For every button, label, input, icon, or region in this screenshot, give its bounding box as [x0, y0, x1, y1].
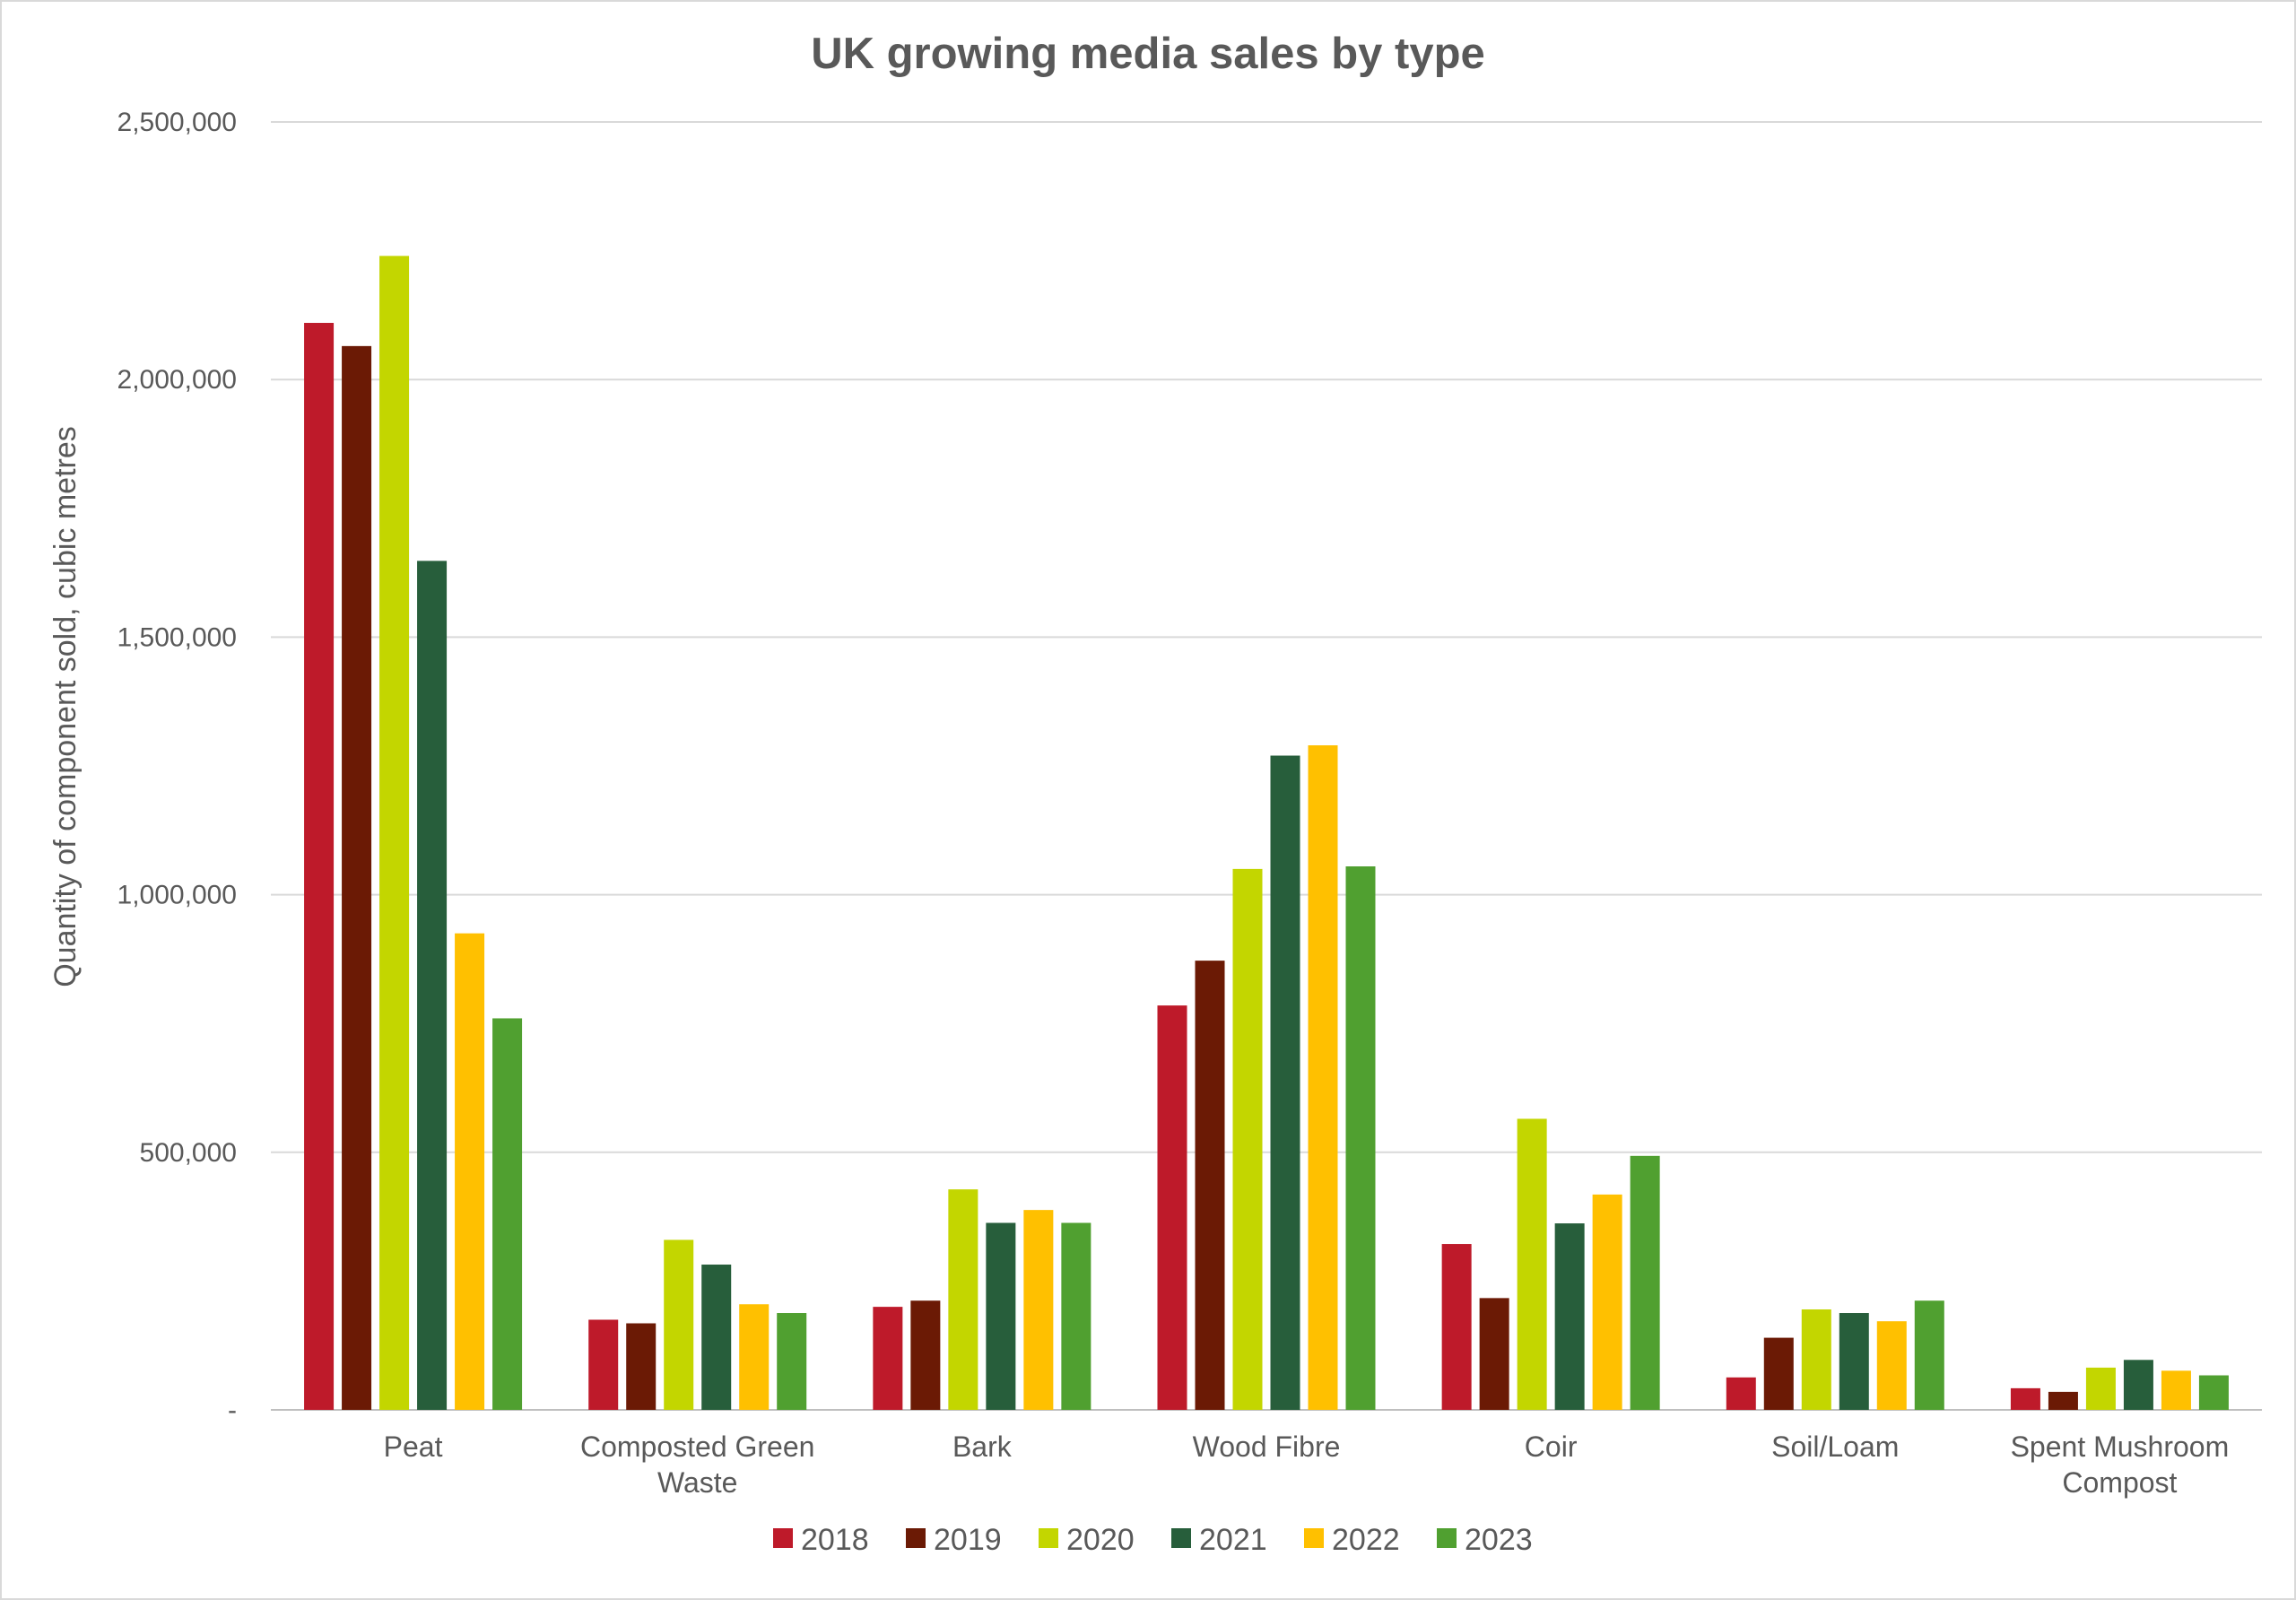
- bar-2018: [1441, 1244, 1472, 1410]
- bar-2019: [626, 1323, 657, 1410]
- category-label: Compost: [2062, 1466, 2177, 1499]
- bar-2022: [455, 933, 485, 1410]
- bar-2018: [873, 1307, 903, 1410]
- y-tick-label: 2,000,000: [117, 365, 237, 395]
- gridlines: [271, 121, 2262, 1411]
- bar-2020: [1517, 1118, 1547, 1410]
- legend-label-2020: 2020: [1066, 1523, 1135, 1557]
- category-label: Peat: [384, 1430, 443, 1463]
- bar-2023: [2198, 1375, 2229, 1410]
- category-label: Bark: [952, 1430, 1013, 1463]
- bar-2019: [910, 1300, 941, 1410]
- bar-2018: [2010, 1387, 2040, 1410]
- category-label: Coir: [1525, 1430, 1578, 1463]
- category-label: Waste: [657, 1466, 738, 1499]
- bar-2021: [1554, 1223, 1585, 1410]
- legend-label-2022: 2022: [1332, 1523, 1400, 1557]
- bar-2021: [2123, 1360, 2153, 1410]
- bar-2021: [417, 561, 448, 1410]
- legend-swatch-2020: [1039, 1528, 1058, 1548]
- y-axis-ticks: - 500,000 1,000,000 1,500,000 2,000,000 2,500…: [117, 108, 237, 1425]
- bar-2020: [2085, 1367, 2116, 1410]
- category-label: Soil/Loam: [1771, 1430, 1899, 1463]
- legend-swatch-2019: [906, 1528, 926, 1548]
- y-tick-label: -: [228, 1396, 237, 1425]
- bar-2019: [342, 345, 372, 1410]
- bar-2022: [1023, 1210, 1054, 1410]
- bar-2020: [1232, 868, 1263, 1410]
- y-axis-title: Quantity of component sold, cubic metres: [48, 426, 83, 987]
- legend-swatch-2023: [1437, 1528, 1457, 1548]
- bar-2021: [986, 1222, 1016, 1410]
- bar-2023: [1630, 1155, 1660, 1410]
- y-tick-label: 1,500,000: [117, 622, 237, 652]
- legend-label-2019: 2019: [934, 1523, 1002, 1557]
- legend-swatch-2018: [773, 1528, 793, 1548]
- bar-2021: [701, 1265, 732, 1410]
- y-tick-label: 500,000: [140, 1138, 237, 1168]
- legend-label-2021: 2021: [1199, 1523, 1267, 1557]
- legend: 2018 2019 2020 2021 2022 2023: [773, 1523, 1533, 1557]
- bar-2022: [2161, 1370, 2191, 1410]
- legend-label-2023: 2023: [1465, 1523, 1533, 1557]
- category-label: Composted Green: [580, 1430, 814, 1463]
- bar-2019: [1479, 1298, 1509, 1410]
- bar-2023: [1345, 866, 1376, 1410]
- bar-2023: [492, 1018, 523, 1410]
- bar-2023: [777, 1313, 807, 1410]
- bar-2018: [1726, 1377, 1756, 1410]
- bar-2020: [948, 1189, 978, 1410]
- legend-swatch-2021: [1171, 1528, 1191, 1548]
- bar-2019: [1763, 1337, 1794, 1410]
- bar-2023: [1914, 1300, 1944, 1410]
- y-tick-label: 1,000,000: [117, 881, 237, 910]
- bar-2021: [1270, 755, 1300, 1410]
- bar-2022: [1592, 1194, 1622, 1410]
- bar-2018: [1157, 1005, 1187, 1410]
- bar-2020: [1801, 1309, 1831, 1410]
- bar-2019: [1195, 961, 1225, 1410]
- category-label: Spent Mushroom: [2011, 1430, 2230, 1463]
- bar-2021: [1839, 1313, 1869, 1410]
- legend-swatch-2022: [1304, 1528, 1324, 1548]
- bar-2022: [1308, 745, 1338, 1410]
- y-tick-label: 2,500,000: [117, 108, 237, 137]
- bar-2020: [379, 256, 410, 1410]
- bar-2019: [2048, 1391, 2078, 1410]
- bar-2023: [1061, 1222, 1091, 1410]
- legend-label-2018: 2018: [801, 1523, 869, 1557]
- bars: [304, 256, 2229, 1410]
- bar-2022: [1876, 1321, 1907, 1410]
- bar-2018: [304, 323, 335, 1410]
- bar-2020: [664, 1239, 694, 1410]
- category-label: Wood Fibre: [1193, 1430, 1341, 1463]
- chart-title: UK growing media sales by type: [811, 30, 1485, 78]
- bar-2018: [588, 1319, 619, 1410]
- bar-2022: [739, 1304, 770, 1410]
